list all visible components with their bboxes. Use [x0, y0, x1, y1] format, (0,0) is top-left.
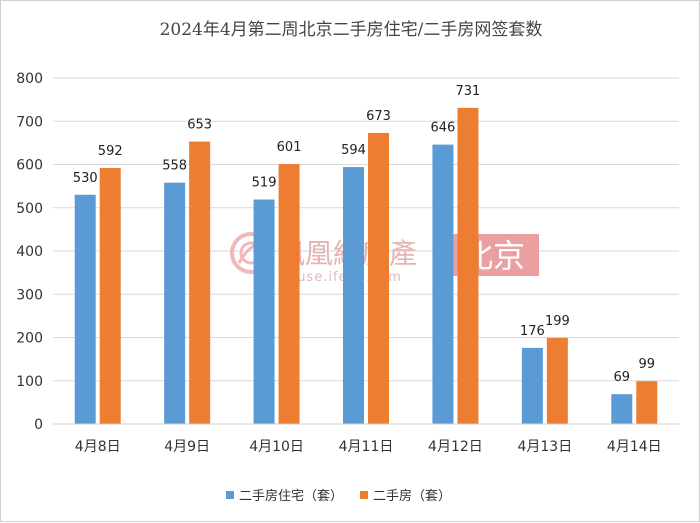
bar-series-0 [432, 144, 454, 425]
y-axis: 0 100 200 300 400 500 600 700 800 [16, 71, 43, 433]
gridlines [53, 77, 679, 382]
y-tick-label: 300 [16, 287, 43, 303]
legend-swatch [360, 491, 368, 499]
bar-series-1 [546, 337, 568, 424]
bar-series-0 [74, 194, 96, 424]
data-label: 653 [187, 118, 212, 133]
data-label: 176 [520, 324, 545, 339]
x-tick-label: 4月12日 [428, 439, 483, 455]
bar-series-1 [189, 141, 211, 424]
bar-series-0 [521, 347, 543, 424]
legend: 二手房住宅（套） 二手房（套） [226, 488, 451, 504]
legend-label: 二手房住宅（套） [239, 488, 343, 504]
bar-series-0 [611, 394, 633, 424]
bar-series-1 [636, 381, 658, 424]
data-label: 519 [252, 176, 277, 191]
y-tick-label: 200 [16, 331, 43, 347]
y-tick-label: 700 [16, 114, 43, 130]
x-tick-label: 4月10日 [249, 439, 304, 455]
data-label: 69 [614, 370, 631, 385]
y-tick-label: 800 [16, 71, 43, 87]
data-label: 731 [456, 84, 481, 99]
bar-series-1 [368, 132, 389, 425]
x-tick-label: 4月8日 [75, 439, 121, 455]
chart-title: 2024年4月第二周北京二手房住宅/二手房网签套数 [160, 20, 543, 40]
bar-series-0 [343, 167, 364, 424]
data-label: 601 [277, 140, 302, 155]
bar-series-1 [99, 167, 121, 424]
x-tick-label: 4月13日 [517, 439, 572, 455]
data-label: 594 [341, 143, 366, 158]
x-tick-label: 4月9日 [164, 439, 210, 455]
data-label: 199 [545, 314, 570, 329]
data-label: 673 [366, 109, 391, 124]
bar-series-0 [253, 199, 275, 424]
y-tick-label: 0 [34, 417, 43, 433]
y-tick-label: 600 [16, 158, 43, 174]
data-label: 646 [431, 121, 456, 136]
data-label: 592 [98, 144, 123, 159]
bar-series-0 [164, 182, 186, 424]
x-axis: 4月8日 4月9日 4月10日 4月11日 4月12日 4月13日 4月14日 [75, 439, 662, 455]
data-label: 99 [639, 357, 656, 372]
bar-series-1 [457, 107, 479, 424]
y-tick-label: 100 [16, 374, 43, 390]
y-tick-label: 500 [16, 201, 43, 217]
x-tick-label: 4月11日 [339, 439, 394, 455]
x-tick-label: 4月14日 [607, 439, 662, 455]
data-label: 558 [162, 159, 187, 174]
legend-swatch [226, 491, 234, 499]
y-tick-label: 400 [16, 244, 43, 260]
data-label: 530 [73, 171, 98, 186]
legend-label: 二手房（套） [373, 488, 451, 504]
bar-series-1 [278, 164, 300, 424]
